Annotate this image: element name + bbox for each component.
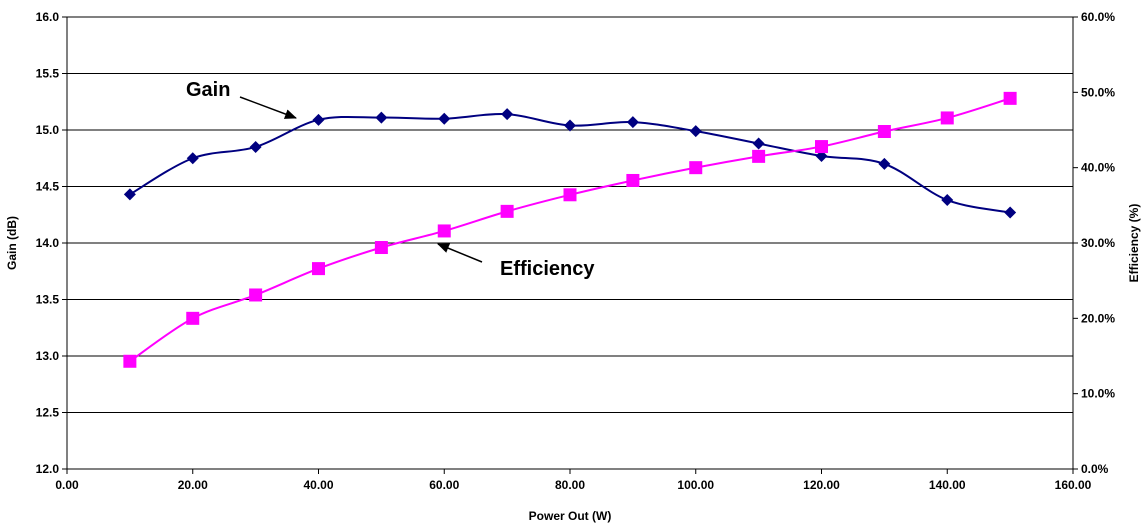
efficiency-point [626,173,640,187]
y-tick-label: 13.0 [36,349,60,363]
series-layer [123,91,1017,368]
y-tick-label: 12.5 [36,406,60,420]
efficiency-point [249,288,263,302]
gain-point [878,157,891,170]
x-tick-label: 40.00 [303,478,333,492]
efficiency-point [1003,91,1017,105]
efficiency-point [940,111,954,125]
gain-arrow [239,96,297,119]
x-axis-title: Power Out (W) [529,509,612,523]
efficiency-point [877,125,891,139]
gain-point [1004,206,1017,219]
y-tick-label: 16.0 [36,10,60,24]
efficiency-annotation: Efficiency [500,258,595,280]
y2-tick-label: 60.0% [1081,10,1115,24]
y-tick-label: 14.0 [36,236,60,250]
x-tick-label: 60.00 [429,478,459,492]
gain-point [689,125,702,138]
gain-point [312,113,325,126]
x-tick-label: 20.00 [178,478,208,492]
gain-point [564,119,576,132]
efficiency-point [312,262,325,276]
gain-point [501,108,514,121]
y2-tick-label: 0.0% [1081,462,1109,476]
x-tick-label: 160.00 [1055,478,1092,492]
annotations: Gain Efficiency [186,79,595,280]
efficiency-arrow [437,243,483,263]
y2-tick-label: 50.0% [1081,85,1115,99]
efficiency-point [500,204,514,218]
y-tick-label: 15.5 [36,67,60,81]
tick-labels: 12.0 12.5 13.0 13.5 14.0 14.5 15.0 15.5 16.0 0.0%… [36,10,1116,492]
x-tick-label: 100.00 [677,478,714,492]
efficiency-point [437,224,451,238]
y-tick-label: 15.0 [36,123,60,137]
gain-point [941,194,954,207]
x-tick-label: 0.00 [55,478,79,492]
efficiency-point [374,241,388,255]
efficiency-point [123,354,137,368]
efficiency-point [186,311,200,325]
gain-annotation: Gain [186,79,230,101]
y2-tick-label: 40.0% [1081,161,1115,175]
y-tick-label: 12.0 [36,462,60,476]
efficiency-point [752,149,766,163]
gain-point [752,137,765,150]
gain-point [375,111,388,124]
x-tick-label: 140.00 [929,478,966,492]
gain-point [123,188,136,201]
gain-point [186,152,199,165]
y-tick-label: 13.5 [36,293,60,307]
efficiency-point [815,140,828,154]
x-tick-label: 80.00 [555,478,585,492]
gain-point [438,112,451,125]
y2-axis-title: Efficiency (%) [1127,204,1141,283]
efficiency-point [689,161,703,175]
gain-point [249,140,262,153]
efficiency-point [563,188,577,202]
y2-tick-label: 30.0% [1081,236,1115,250]
y-tick-label: 14.5 [36,180,60,194]
x-tick-label: 120.00 [803,478,840,492]
gain-point [626,116,639,129]
y-axis-title: Gain (dB) [5,216,19,270]
y2-tick-label: 10.0% [1081,387,1115,401]
y2-tick-label: 20.0% [1081,311,1115,325]
